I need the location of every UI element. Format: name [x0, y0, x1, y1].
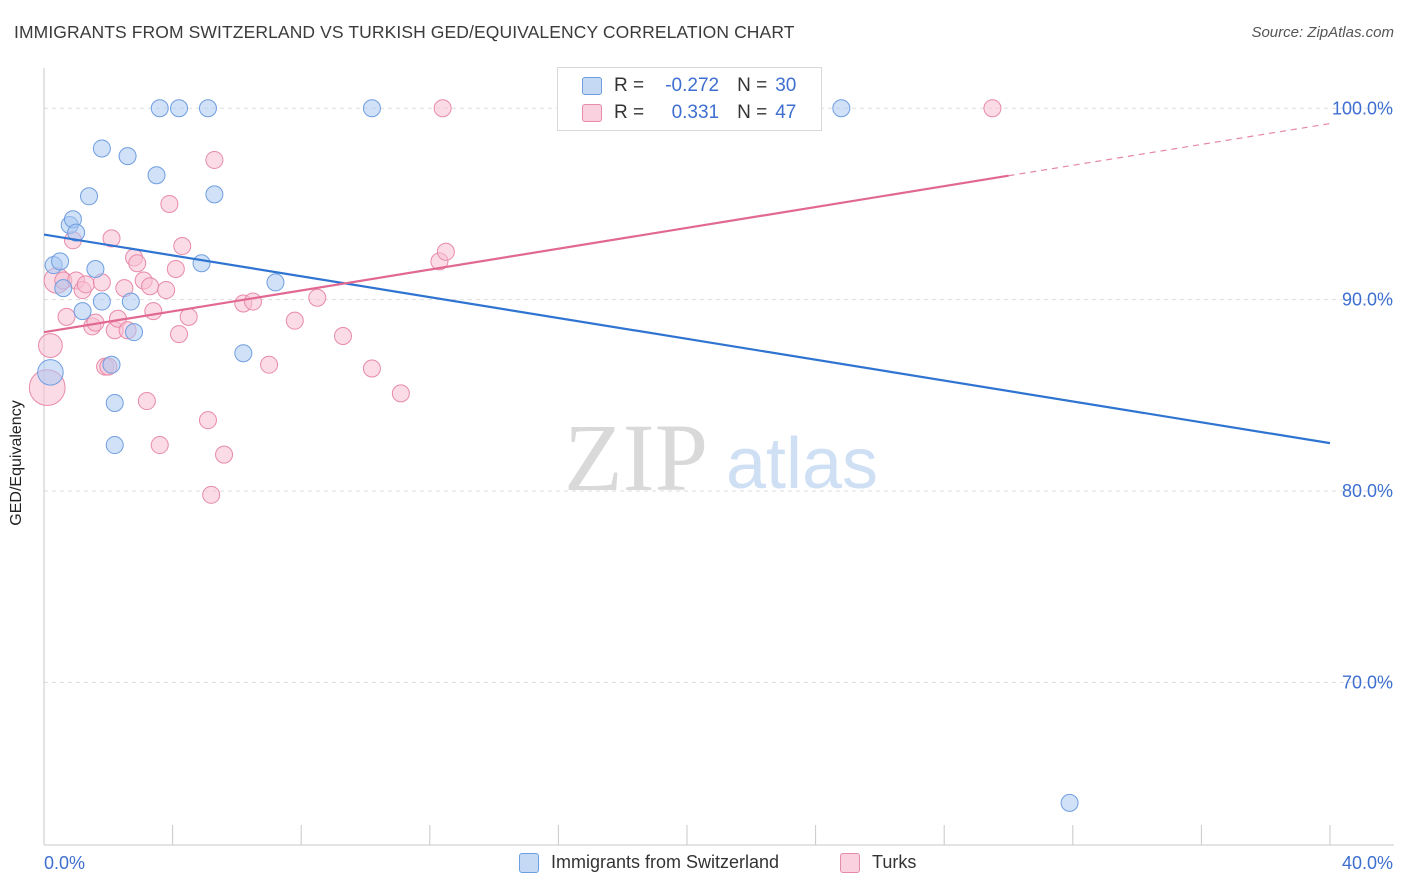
- legend-n-value: 30: [775, 75, 797, 96]
- data-point: [362, 99, 381, 118]
- legend-r-value: -0.272: [665, 75, 720, 96]
- source-label: Source: ZipAtlas.com: [1251, 24, 1394, 41]
- data-point: [137, 392, 156, 411]
- legend-item-switzerland: Immigrants from Switzerland: [519, 852, 779, 873]
- data-point: [173, 237, 192, 256]
- axes: [43, 68, 1394, 846]
- x-tick-label: 40.0%: [1342, 853, 1393, 873]
- data-point: [105, 393, 124, 412]
- data-point: [73, 302, 92, 321]
- data-point: [38, 333, 63, 358]
- data-point: [166, 260, 185, 279]
- data-point: [128, 254, 147, 273]
- data-point: [333, 326, 352, 345]
- data-point: [54, 279, 73, 298]
- data-point: [157, 281, 176, 300]
- data-point: [170, 325, 189, 344]
- data-point: [308, 288, 327, 307]
- data-point: [192, 254, 211, 273]
- data-point: [125, 323, 144, 342]
- data-point: [37, 359, 64, 386]
- data-point: [102, 355, 121, 374]
- data-point: [67, 223, 86, 242]
- data-point: [51, 252, 70, 271]
- legend-swatch-blue: [582, 77, 602, 95]
- data-point: [202, 485, 221, 504]
- legend-label-switzerland: Immigrants from Switzerland: [551, 852, 780, 872]
- data-point: [433, 99, 452, 118]
- data-point: [198, 99, 217, 118]
- data-point: [80, 187, 99, 206]
- legend-r-label: R =: [614, 102, 645, 123]
- grid-lines: [44, 107, 1394, 683]
- trend-lines: [43, 122, 1331, 445]
- legend-swatch-blue: [519, 852, 539, 873]
- data-point: [102, 229, 121, 248]
- data-point: [144, 302, 163, 321]
- legend-r-label: R =: [614, 75, 645, 96]
- trend-line-blue: [43, 233, 1331, 445]
- legend-item-turks: Turks: [840, 852, 916, 873]
- legend-n-label: N =: [737, 102, 768, 123]
- data-point: [76, 275, 95, 294]
- legend-row-turks: R = 0.331 N = 47: [582, 101, 796, 125]
- watermark-zip: ZIP: [564, 404, 708, 511]
- data-point: [179, 307, 198, 326]
- data-point: [150, 99, 169, 118]
- data-point: [121, 292, 140, 311]
- data-point: [362, 359, 381, 378]
- data-point: [92, 292, 111, 311]
- data-point: [205, 185, 224, 204]
- legend-row-switzerland: R = -0.272 N = 30: [582, 74, 796, 98]
- series-legend: Immigrants from Switzerland Turks: [0, 852, 1406, 876]
- y-tick-label: 70.0%: [1342, 672, 1393, 692]
- data-point: [234, 344, 253, 363]
- legend-swatch-pink: [840, 852, 860, 873]
- data-point: [260, 355, 279, 374]
- data-point: [150, 436, 169, 455]
- series-switzerland-points: [37, 99, 1079, 812]
- data-point: [832, 99, 851, 118]
- data-point: [285, 311, 304, 330]
- correlation-legend: R = -0.272 N = 30 R = 0.331 N = 47: [557, 67, 822, 131]
- data-point: [266, 273, 285, 292]
- data-point: [215, 445, 234, 464]
- chart-title: IMMIGRANTS FROM SWITZERLAND VS TURKISH G…: [14, 22, 795, 42]
- watermark-atlas: atlas: [726, 424, 878, 504]
- trend-line-pink-extrapolated: [1008, 122, 1331, 177]
- legend-swatch-pink: [582, 104, 602, 122]
- y-tick-label: 90.0%: [1342, 290, 1393, 310]
- data-point: [141, 277, 160, 296]
- x-tick-label: 0.0%: [44, 853, 85, 873]
- data-point: [92, 139, 111, 158]
- data-point: [86, 260, 105, 279]
- data-point: [57, 307, 76, 326]
- data-point: [147, 166, 166, 185]
- data-point: [205, 150, 224, 169]
- y-tick-label: 80.0%: [1342, 481, 1393, 501]
- trend-line-pink: [43, 174, 1009, 334]
- data-point: [391, 384, 410, 403]
- data-point: [160, 194, 179, 213]
- data-point: [1060, 793, 1079, 812]
- tick-labels: 70.0% 80.0% 90.0% 100.0% 0.0% 40.0%: [44, 98, 1393, 873]
- data-point: [198, 411, 217, 430]
- data-point: [436, 242, 455, 261]
- watermark: ZIP atlas: [564, 404, 878, 511]
- data-point: [105, 436, 124, 455]
- legend-label-turks: Turks: [872, 852, 917, 872]
- y-tick-label: 100.0%: [1332, 98, 1393, 118]
- legend-r-value: 0.331: [671, 102, 720, 123]
- legend-n-value: 47: [775, 102, 797, 123]
- data-point: [118, 147, 137, 166]
- data-point: [243, 292, 262, 311]
- data-point: [170, 99, 189, 118]
- legend-n-label: N =: [737, 75, 768, 96]
- data-point: [983, 99, 1002, 118]
